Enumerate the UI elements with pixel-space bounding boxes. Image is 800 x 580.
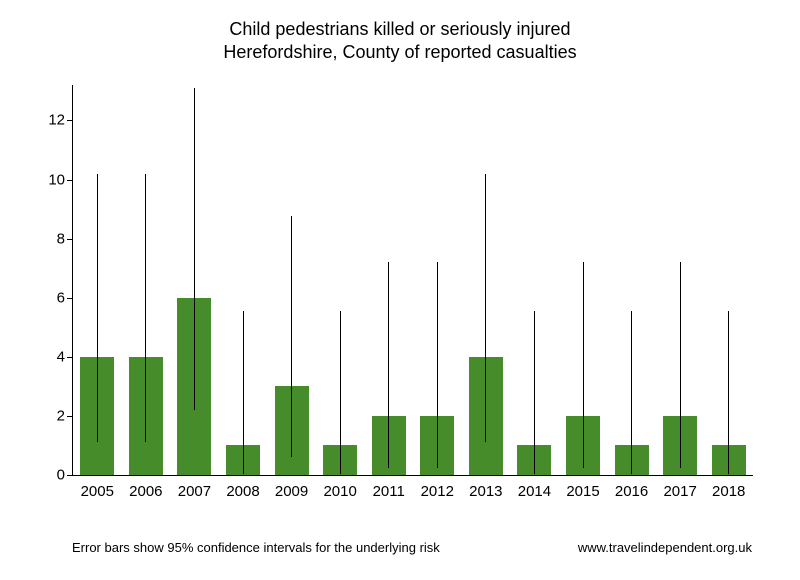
chart-title-line1: Child pedestrians killed or seriously in… xyxy=(0,18,800,41)
x-tick-label: 2013 xyxy=(469,475,502,500)
x-tick-label: 2006 xyxy=(129,475,162,500)
error-bar xyxy=(534,311,535,474)
error-bar xyxy=(243,311,244,474)
x-tick-label: 2014 xyxy=(518,475,551,500)
x-tick-label: 2010 xyxy=(323,475,356,500)
error-bar xyxy=(437,262,438,467)
error-bar xyxy=(291,216,292,456)
error-bar xyxy=(145,174,146,443)
error-bar xyxy=(340,311,341,474)
x-tick-label: 2005 xyxy=(81,475,114,500)
y-tick-mark xyxy=(67,298,73,299)
x-tick-label: 2018 xyxy=(712,475,745,500)
x-tick-label: 2016 xyxy=(615,475,648,500)
error-bar xyxy=(631,311,632,474)
chart-title: Child pedestrians killed or seriously in… xyxy=(0,18,800,63)
error-bar xyxy=(97,174,98,443)
x-tick-label: 2012 xyxy=(421,475,454,500)
y-tick-mark xyxy=(67,475,73,476)
footer-note-right: www.travelindependent.org.uk xyxy=(578,540,752,555)
chart-container: Child pedestrians killed or seriously in… xyxy=(0,0,800,580)
x-tick-label: 2011 xyxy=(373,475,405,500)
plot-area: 0246810122005200620072008200920102011201… xyxy=(72,85,753,476)
error-bar xyxy=(583,262,584,467)
chart-title-line2: Herefordshire, County of reported casual… xyxy=(0,41,800,64)
y-tick-mark xyxy=(67,357,73,358)
x-tick-label: 2007 xyxy=(178,475,211,500)
x-tick-label: 2017 xyxy=(663,475,696,500)
error-bar xyxy=(388,262,389,467)
y-tick-mark xyxy=(67,239,73,240)
y-tick-mark xyxy=(67,180,73,181)
y-tick-mark xyxy=(67,120,73,121)
error-bar xyxy=(194,88,195,410)
x-tick-label: 2015 xyxy=(566,475,599,500)
error-bar xyxy=(680,262,681,467)
y-tick-mark xyxy=(67,416,73,417)
x-tick-label: 2008 xyxy=(226,475,259,500)
x-tick-label: 2009 xyxy=(275,475,308,500)
error-bar xyxy=(728,311,729,474)
footer-note-left: Error bars show 95% confidence intervals… xyxy=(72,540,440,555)
error-bar xyxy=(485,174,486,443)
